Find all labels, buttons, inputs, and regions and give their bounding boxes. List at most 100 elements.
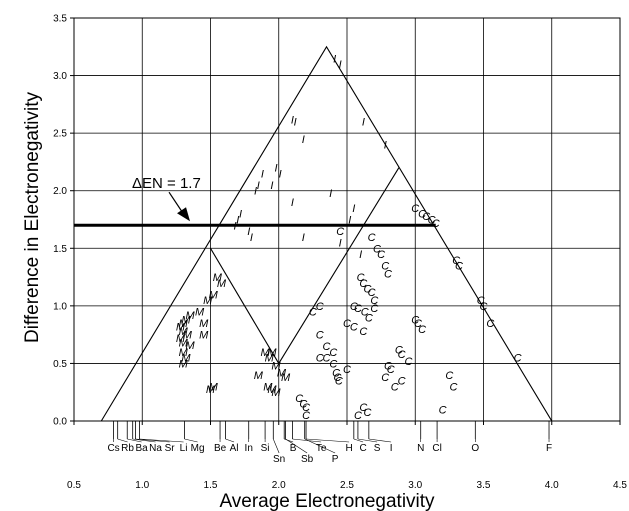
data-point-m: M [267,384,277,396]
data-point-c: C [373,243,381,255]
data-point-c: C [302,410,310,422]
element-leader [353,438,364,443]
element-label-cs: Cs [107,443,119,454]
data-point-c: C [368,287,376,299]
element-leader [132,438,156,443]
data-point-c: C [432,218,440,230]
data-point-i: I [362,117,365,129]
annotation-label: ΔEN = 1.7 [132,175,201,192]
data-point-m: M [199,318,209,330]
data-point-m: M [181,315,191,327]
data-point-c: C [480,301,488,313]
data-point-m: M [209,381,219,393]
element-label-al: Al [230,443,239,454]
element-label-cl: Cl [432,443,441,454]
data-point-i: I [359,249,362,261]
data-point-i: I [250,232,253,244]
x-tick-label: 0.5 [67,480,81,491]
x-tick-label: 1.5 [204,480,218,491]
element-leader [273,438,280,454]
data-point-c: C [384,269,392,281]
data-point-i: I [339,238,342,250]
data-point-m: M [267,347,277,359]
data-point-i: I [348,215,351,227]
y-tick-label: 2.0 [53,186,67,197]
data-point-c: C [323,353,331,365]
y-tick-label: 0.5 [53,359,67,370]
y-tick-label: 0.0 [53,417,67,428]
element-leader [285,438,308,454]
data-point-m: M [183,330,193,342]
data-point-i: I [291,114,294,126]
data-point-i: I [257,180,260,192]
data-point-m: M [261,347,271,359]
data-point-c: C [329,347,337,359]
element-label-te: Te [316,443,327,454]
data-point-i: I [294,117,297,129]
data-point-c: C [309,307,317,319]
data-point-c: C [299,399,307,411]
data-point-c: C [357,272,365,284]
annotation-arrow-head [177,207,191,222]
data-point-c: C [354,303,362,315]
triangle-divider [278,167,400,364]
data-point-m: M [185,310,195,322]
data-point-m: M [277,368,287,380]
data-point-m: M [203,295,213,307]
data-point-c: C [384,361,392,373]
data-point-m: M [179,326,189,338]
data-point-c: C [514,353,522,365]
x-axis-title: Average Electronegativity [219,491,435,511]
data-point-c: C [316,330,324,342]
x-tick-label: 2.5 [340,480,354,491]
element-label-s: S [374,443,381,454]
data-point-c: C [370,295,378,307]
element-label-rb: Rb [121,443,134,454]
element-label-sb: Sb [301,454,314,465]
data-point-i: I [329,188,332,200]
y-tick-label: 1.0 [53,301,67,312]
element-label-o: O [471,443,479,454]
element-label-na: Na [149,443,162,454]
data-point-m: M [263,381,273,393]
element-label-in: In [245,443,253,454]
element-label-b: B [290,443,297,454]
data-point-c: C [381,261,389,273]
data-point-c: C [439,404,447,416]
element-leader [127,438,142,443]
data-point-c: C [370,303,378,315]
data-point-c: C [411,203,419,215]
data-point-c: C [422,211,430,223]
data-point-c: C [418,209,426,221]
y-axis-title: Difference in Electronegativity [22,92,43,343]
element-label-c: C [359,443,366,454]
data-point-i: I [352,203,355,215]
delta-en-annotation: ΔEN = 1.7 [132,175,201,222]
data-point-c: C [350,322,358,334]
element-label-h: H [345,443,352,454]
data-point-c: C [359,402,367,414]
y-tick-label: 1.5 [53,244,67,255]
data-point-c: C [302,402,310,414]
data-point-c: C [359,278,367,290]
data-point-c: C [414,318,422,330]
data-point-m: M [206,384,216,396]
x-tick-label: 1.0 [135,480,149,491]
x-tick-label: 4.0 [545,480,559,491]
data-point-c: C [398,349,406,361]
data-point-i: I [239,209,242,221]
data-point-c: C [368,232,376,244]
data-point-i: I [339,59,342,71]
element-label-p: P [332,454,339,465]
annotation-arrow-shaft [168,191,184,214]
element-label-si: Si [261,443,270,454]
data-point-c: C [359,326,367,338]
element-label-mg: Mg [191,443,205,454]
data-point-m: M [176,333,186,345]
data-point-c: C [363,284,371,296]
data-point-i: I [261,168,264,180]
data-point-c: C [329,358,337,370]
data-point-c: C [361,307,369,319]
data-point-m: M [217,278,227,290]
